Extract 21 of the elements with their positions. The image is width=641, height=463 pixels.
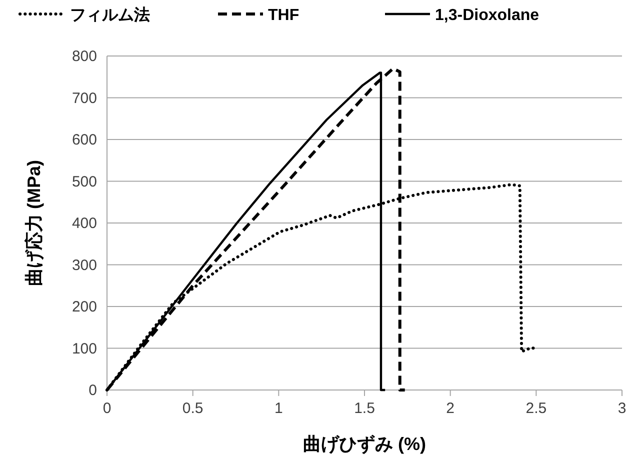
y-tick-label: 0 bbox=[88, 382, 97, 399]
x-tick-label: 0 bbox=[102, 400, 112, 417]
legend-label: 1,3-Dioxolane bbox=[435, 7, 540, 24]
legend-label: THF bbox=[268, 7, 300, 24]
x-tick-label: 0.5 bbox=[182, 400, 204, 417]
y-tick-label: 700 bbox=[72, 90, 97, 107]
x-tick-label: 1 bbox=[274, 400, 283, 417]
legend-label: フィルム法 bbox=[70, 6, 150, 24]
x-tick-label: 2 bbox=[446, 400, 455, 417]
y-tick-label: 100 bbox=[72, 340, 97, 358]
y-tick-label: 400 bbox=[72, 215, 97, 232]
x-axis-title: 曲げひずみ (%) bbox=[303, 434, 426, 455]
x-tick-label: 1.5 bbox=[354, 400, 375, 417]
y-tick-label: 600 bbox=[72, 132, 97, 148]
y-axis-title: 曲げ応力 (MPa) bbox=[24, 160, 44, 286]
y-tick-label: 800 bbox=[72, 48, 97, 65]
y-tick-label: 500 bbox=[72, 173, 97, 190]
x-tick-label: 2.5 bbox=[526, 400, 547, 417]
y-tick-label: 300 bbox=[72, 256, 97, 274]
x-tick-label: 3 bbox=[618, 400, 626, 417]
y-tick-label: 200 bbox=[72, 298, 97, 316]
